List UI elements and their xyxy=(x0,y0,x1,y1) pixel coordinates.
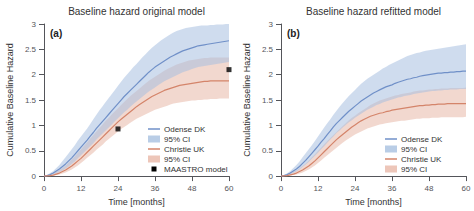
svg-text:0.5: 0.5 xyxy=(25,146,37,155)
svg-text:2.5: 2.5 xyxy=(25,45,37,54)
svg-text:2: 2 xyxy=(269,70,274,79)
svg-text:3: 3 xyxy=(32,20,37,29)
svg-text:3: 3 xyxy=(269,20,274,29)
svg-text:60: 60 xyxy=(462,184,471,193)
svg-text:1: 1 xyxy=(269,121,274,130)
svg-text:Baseline hazard refitted model: Baseline hazard refitted model xyxy=(306,6,441,17)
svg-text:1.5: 1.5 xyxy=(262,96,274,105)
svg-text:0.5: 0.5 xyxy=(262,146,274,155)
svg-text:36: 36 xyxy=(388,184,397,193)
svg-text:12: 12 xyxy=(314,184,323,193)
svg-text:0: 0 xyxy=(279,184,284,193)
svg-text:MAASTRO model: MAASTRO model xyxy=(164,165,228,174)
svg-text:Time [months]: Time [months] xyxy=(108,197,165,207)
svg-text:95% CI: 95% CI xyxy=(401,165,427,174)
svg-text:Cumulative Baseline Hazard: Cumulative Baseline Hazard xyxy=(5,43,15,157)
svg-text:0: 0 xyxy=(269,172,274,181)
svg-text:Time [months]: Time [months] xyxy=(345,197,402,207)
svg-text:95% CI: 95% CI xyxy=(164,135,190,144)
svg-text:60: 60 xyxy=(225,184,234,193)
svg-text:Christie UK: Christie UK xyxy=(164,145,205,154)
svg-text:Odense DK: Odense DK xyxy=(164,125,206,134)
svg-text:24: 24 xyxy=(351,184,360,193)
svg-text:Christie UK: Christie UK xyxy=(401,155,442,164)
svg-text:1.5: 1.5 xyxy=(25,96,37,105)
svg-text:2.5: 2.5 xyxy=(262,45,274,54)
svg-text:12: 12 xyxy=(77,184,86,193)
svg-text:0: 0 xyxy=(42,184,47,193)
svg-text:95% CI: 95% CI xyxy=(164,155,190,164)
svg-text:0: 0 xyxy=(32,172,37,181)
svg-text:Baseline hazard original model: Baseline hazard original model xyxy=(68,6,205,17)
svg-text:Odense DK: Odense DK xyxy=(401,135,443,144)
svg-text:95% CI: 95% CI xyxy=(401,145,427,154)
svg-text:(b): (b) xyxy=(287,28,300,39)
svg-text:(a): (a) xyxy=(50,28,62,39)
svg-text:Cumulative Baseline Hazard: Cumulative Baseline Hazard xyxy=(242,43,252,157)
svg-text:48: 48 xyxy=(188,184,197,193)
svg-text:2: 2 xyxy=(32,70,37,79)
svg-text:36: 36 xyxy=(151,184,160,193)
svg-text:1: 1 xyxy=(32,121,37,130)
svg-text:24: 24 xyxy=(114,184,123,193)
svg-text:48: 48 xyxy=(425,184,434,193)
